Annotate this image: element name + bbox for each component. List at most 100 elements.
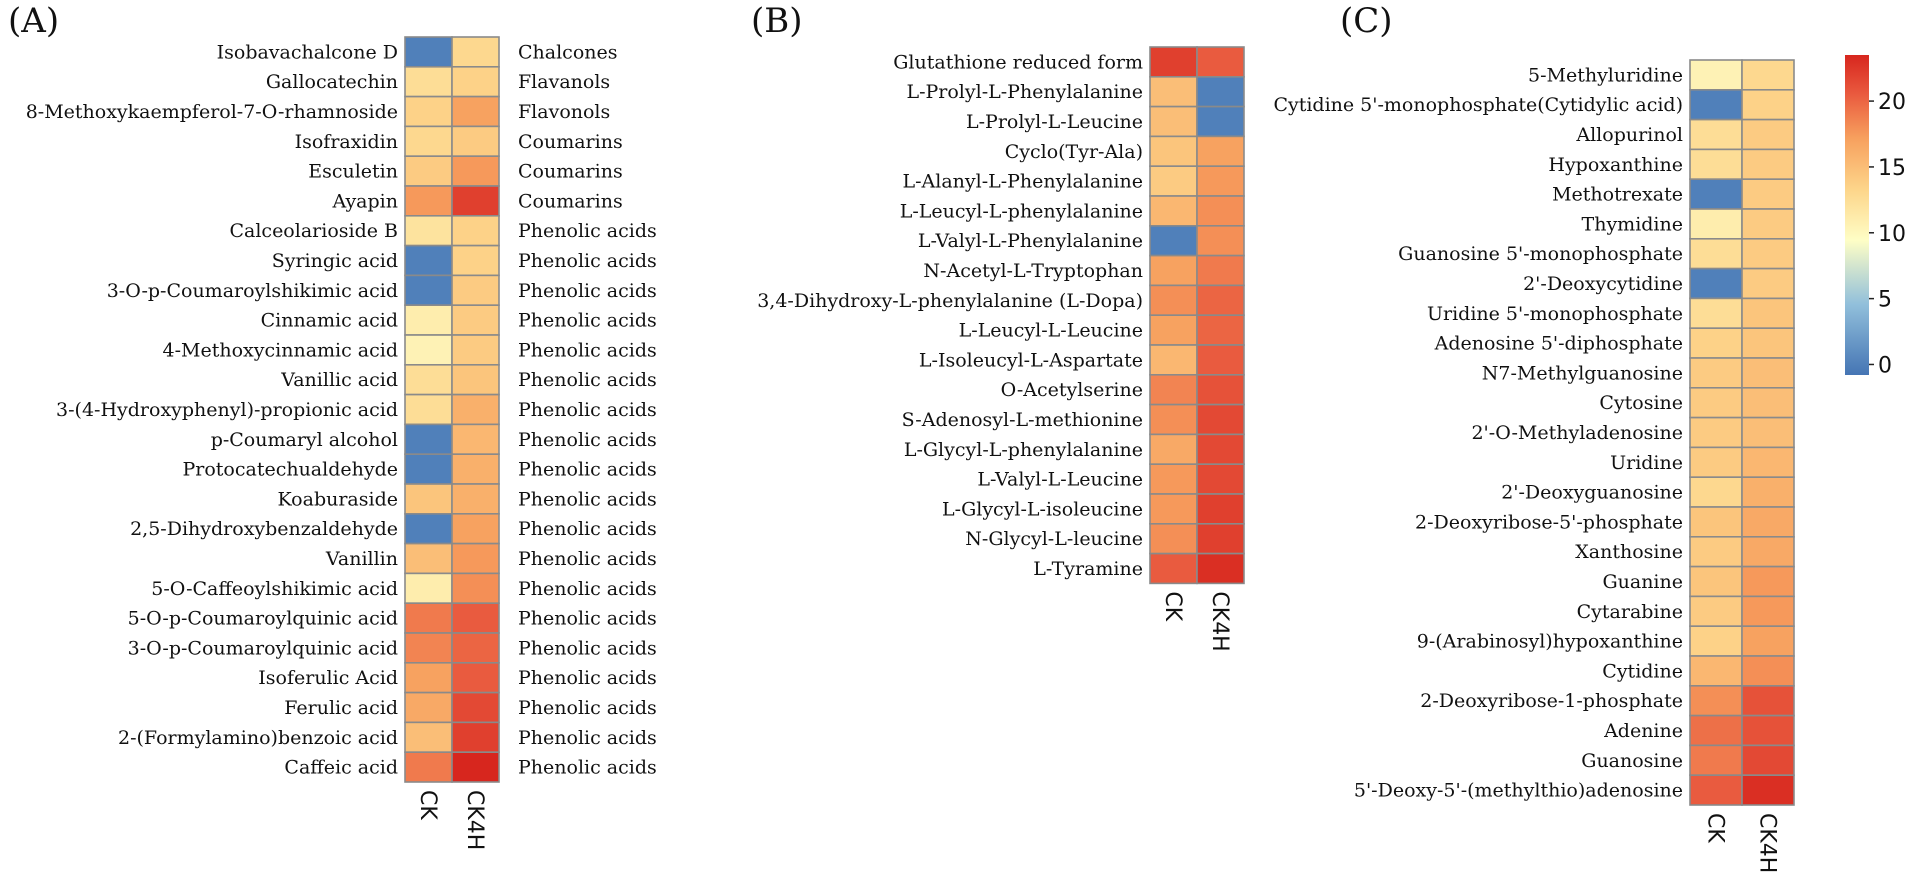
heatmap-cell bbox=[1196, 225, 1245, 257]
heatmap-cell bbox=[404, 632, 453, 664]
heatmap-cell bbox=[451, 393, 500, 426]
heatmap-cell bbox=[1149, 195, 1198, 227]
legend-colorbar bbox=[1845, 55, 1869, 375]
heatmap-cell bbox=[1196, 135, 1245, 167]
heatmap-cell bbox=[451, 512, 500, 545]
heatmap-cell bbox=[1741, 357, 1795, 389]
heatmap-cell bbox=[451, 274, 500, 306]
row-label: L-Prolyl-L-Leucine bbox=[966, 111, 1143, 133]
row-label: Gallocatechin bbox=[266, 71, 398, 93]
column-label-ck: CK bbox=[1702, 813, 1727, 843]
heatmap-cell bbox=[1741, 59, 1795, 91]
heatmap-cell bbox=[451, 691, 500, 724]
group-label: Phenolic acids bbox=[518, 280, 657, 302]
heatmap-cell bbox=[451, 36, 500, 68]
group-label: Phenolic acids bbox=[518, 488, 657, 510]
heatmap-cell bbox=[1149, 284, 1198, 316]
heatmap-cell bbox=[1196, 46, 1245, 78]
row-label: Esculetin bbox=[308, 161, 398, 183]
row-label: 2-Deoxyribose-5'-phosphate bbox=[1415, 511, 1683, 533]
heatmap-cell bbox=[404, 66, 453, 98]
row-label: 8-Methoxykaempferol-7-O-rhamnoside bbox=[26, 101, 398, 123]
panel-label-b: (B) bbox=[751, 1, 803, 41]
heatmap-cell bbox=[404, 512, 453, 545]
heatmap-cell bbox=[1689, 625, 1743, 657]
heatmap-cell bbox=[451, 632, 500, 664]
heatmap-cell bbox=[404, 661, 453, 694]
panel-label-a: (A) bbox=[8, 1, 59, 41]
group-label: Phenolic acids bbox=[518, 250, 657, 272]
heatmap-cell bbox=[1196, 522, 1245, 555]
heatmap-cell bbox=[451, 572, 500, 605]
group-label: Phenolic acids bbox=[518, 399, 657, 421]
row-label: 3-O-p-Coumaroylquinic acid bbox=[128, 637, 398, 659]
heatmap-cell bbox=[1196, 552, 1245, 585]
group-label: Coumarins bbox=[518, 190, 623, 212]
row-label: Protocatechualdehyde bbox=[182, 459, 398, 481]
row-label: 3-(4-Hydroxyphenyl)-propionic acid bbox=[56, 399, 398, 421]
row-label: Cytidine bbox=[1602, 660, 1683, 682]
heatmap-cell bbox=[1689, 327, 1743, 359]
heatmap-cell bbox=[404, 393, 453, 426]
heatmap-cell bbox=[1689, 178, 1743, 210]
row-label: L-Prolyl-L-Phenylalanine bbox=[906, 81, 1143, 103]
row-label: Adenine bbox=[1603, 720, 1683, 742]
heatmap-cell bbox=[1196, 433, 1245, 465]
heatmap-cell bbox=[1689, 774, 1743, 806]
heatmap-cell bbox=[451, 125, 500, 158]
heatmap-cell bbox=[1741, 148, 1795, 180]
heatmap-cell bbox=[1689, 446, 1743, 478]
heatmap-cell bbox=[1149, 314, 1198, 346]
heatmap-cell bbox=[451, 602, 500, 634]
heatmap-cell bbox=[1741, 506, 1795, 538]
heatmap-cell bbox=[1741, 267, 1795, 300]
heatmap-panel-c: (C) 5-Methyluridine Cytidine 5'-monophosph… bbox=[1273, 1, 1795, 873]
group-label: Phenolic acids bbox=[518, 548, 657, 570]
heatmap-cell bbox=[404, 691, 453, 724]
heatmap-cell bbox=[1689, 565, 1743, 598]
legend-tick-label: 0 bbox=[1878, 353, 1892, 378]
heatmap-cell bbox=[1196, 373, 1245, 406]
heatmap-cell bbox=[1689, 297, 1743, 329]
heatmap-cell bbox=[404, 274, 453, 306]
row-label: Koaburaside bbox=[278, 488, 399, 510]
row-label: Hypoxanthine bbox=[1548, 154, 1683, 176]
heatmap-cell bbox=[1741, 327, 1795, 359]
heatmap-cell bbox=[1149, 254, 1198, 287]
heatmap-panel-a: (A) Isobavachalcone D Chalcones Gallocatech… bbox=[8, 1, 657, 850]
heatmap-cell bbox=[1741, 714, 1795, 747]
heatmap-cell bbox=[1196, 284, 1245, 316]
row-label: L-Tyramine bbox=[1033, 558, 1143, 580]
row-label: 3-O-p-Coumaroylshikimic acid bbox=[107, 280, 398, 302]
row-label: 2'-O-Methyladenosine bbox=[1471, 422, 1683, 444]
heatmap-cell bbox=[1689, 506, 1743, 538]
heatmap-cell bbox=[404, 602, 453, 634]
heatmap-cell bbox=[1149, 373, 1198, 406]
heatmap-cell bbox=[1741, 565, 1795, 598]
heatmap-cell bbox=[1741, 386, 1795, 419]
heatmap-cell bbox=[451, 155, 500, 187]
heatmap-cell bbox=[1689, 89, 1743, 121]
heatmap-cell bbox=[1149, 165, 1198, 197]
heatmap-cell bbox=[404, 185, 453, 217]
panel-label-c: (C) bbox=[1340, 1, 1393, 41]
row-label: Thymidine bbox=[1582, 213, 1683, 235]
row-label: Glutathione reduced form bbox=[893, 51, 1143, 73]
row-label: L-Glycyl-L-phenylalanine bbox=[904, 439, 1143, 461]
heatmap-cell bbox=[1149, 225, 1198, 257]
heatmap-cell bbox=[1689, 655, 1743, 687]
row-label: 9-(Arabinosyl)hypoxanthine bbox=[1417, 631, 1683, 653]
heatmap-cell bbox=[1741, 446, 1795, 478]
heatmap-cell bbox=[1689, 238, 1743, 270]
heatmap-cell bbox=[1741, 535, 1795, 568]
heatmap-cell bbox=[1689, 714, 1743, 747]
row-label: 2-(Formylamino)benzoic acid bbox=[118, 727, 398, 749]
group-label: Coumarins bbox=[518, 161, 623, 183]
heatmap-cell bbox=[1689, 476, 1743, 508]
heatmap-cell bbox=[404, 751, 453, 783]
group-label: Phenolic acids bbox=[518, 697, 657, 719]
group-label: Phenolic acids bbox=[518, 339, 657, 361]
row-label: Cytosine bbox=[1599, 392, 1683, 414]
legend-tick-label: 20 bbox=[1878, 90, 1905, 115]
